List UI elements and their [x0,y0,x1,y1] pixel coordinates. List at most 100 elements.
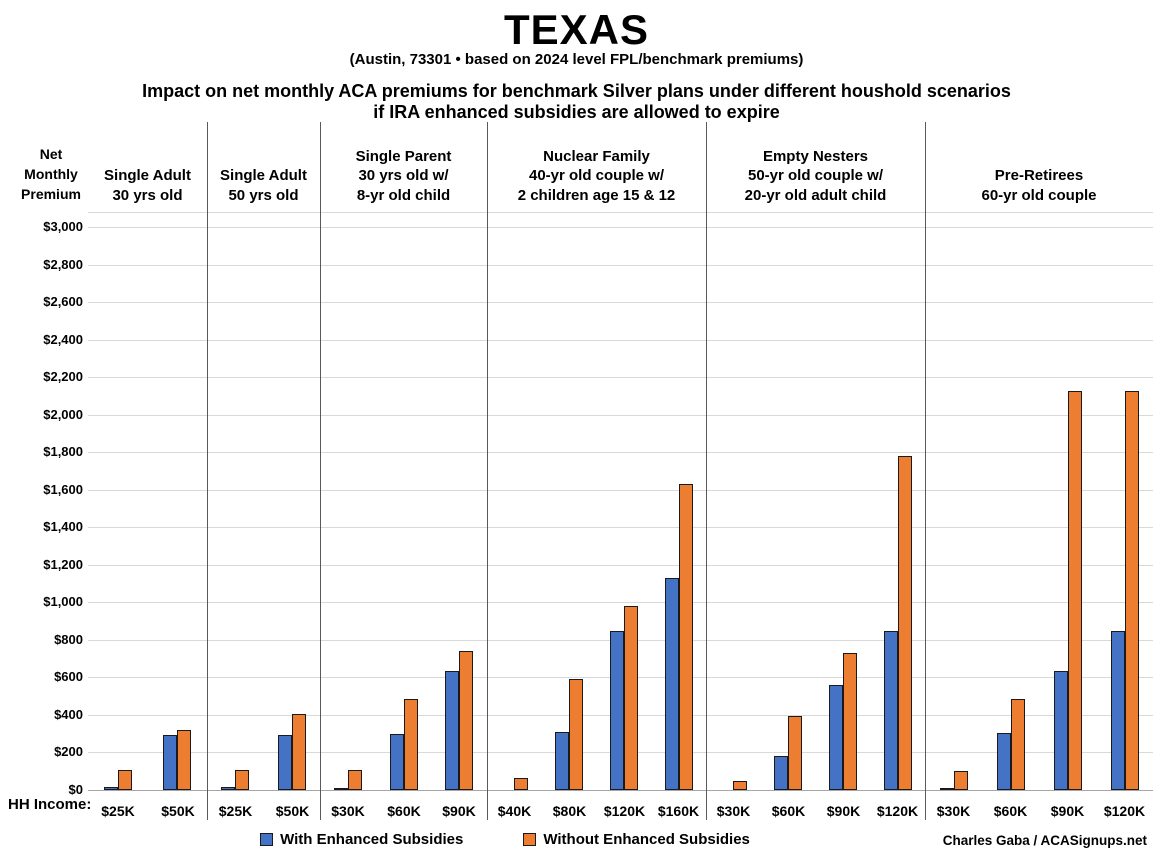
scenario-header-line: 60-yr old couple [981,186,1097,204]
scenario-header: Single Parent 30 yrs old w/8-yr old child [320,128,487,205]
gridline [88,340,1153,341]
page-title: TEXAS [503,6,650,53]
gridline [88,602,1153,603]
scenario-header: Empty Nesters 50-yr old couple w/20-yr ol… [706,128,925,205]
chart-heading: Impact on net monthly ACA premiums for b… [0,81,1153,123]
bar-without-enhanced-subsidies [843,653,857,790]
income-tick-label: $25K [218,803,253,819]
page-subtitle: (Austin, 73301 • based on 2024 level FPL… [349,51,804,68]
gridline [88,452,1153,453]
income-tick-label: $50K [275,803,310,819]
group-separator [487,122,488,820]
bar-with-enhanced-subsidies [774,756,788,790]
bar-with-enhanced-subsidies [445,671,459,790]
income-tick-label: $90K [442,803,476,819]
income-tick-label: $25K [101,803,135,819]
bar-with-enhanced-subsidies [610,631,624,790]
bar-with-enhanced-subsidies [221,787,235,790]
group-separator [925,122,926,820]
y-axis-title-line: Net [39,146,63,162]
bar-without-enhanced-subsidies [404,699,418,790]
scenario-header-line: 30 yrs old w/ [358,167,449,184]
scenario-header-line: 8-yr old child [356,186,451,204]
income-tick-label: $50K [161,803,195,819]
bar-without-enhanced-subsidies [954,771,968,790]
legend-item-without-subsidies: Without Enhanced Subsidies [523,831,750,848]
bar-with-enhanced-subsidies [390,734,404,790]
income-tick-label: $90K [1050,803,1085,819]
x-axis-title: HH Income: [8,796,92,813]
income-tick-label: $30K [716,803,751,819]
bar-with-enhanced-subsidies [829,685,843,790]
gridline [88,790,1153,791]
income-tick-label: $160K [657,803,700,819]
legend-label-without: Without Enhanced Subsidies [543,831,750,848]
y-tick-label: $1,200 [43,557,83,572]
scenario-header: Single Adult 30 yrs old [88,128,207,205]
y-tick-label: $1,400 [43,519,83,534]
bar-with-enhanced-subsidies [940,788,954,790]
scenario-header: Single Adult 50 yrs old [207,128,320,205]
bar-without-enhanced-subsidies [624,606,638,790]
plot-top-border [88,212,1153,213]
bar-without-enhanced-subsidies [1125,391,1139,790]
gridline [88,227,1153,228]
y-tick-label: $3,000 [43,219,83,234]
income-tick-label: $80K [552,803,587,819]
y-axis-title-line: Monthly [24,166,78,182]
group-separator [207,122,208,820]
legend-label-with: With Enhanced Subsidies [280,831,464,848]
scenario-header-line: Pre-Retirees [994,167,1084,184]
bar-with-enhanced-subsidies [997,733,1011,790]
legend-swatch-blue-icon [260,833,274,846]
bar-with-enhanced-subsidies [163,735,177,790]
chart-heading-line1: Impact on net monthly ACA premiums for b… [142,81,1011,101]
gridline [88,265,1153,266]
bar-without-enhanced-subsidies [1011,699,1025,790]
y-tick-label: $1,800 [43,444,83,459]
y-tick-label: $800 [54,632,83,647]
y-tick-label: $2,600 [43,294,83,309]
gridline [88,302,1153,303]
bar-without-enhanced-subsidies [118,770,132,790]
bar-with-enhanced-subsidies [334,788,348,790]
y-tick-label: $400 [54,707,83,722]
income-tick-label: $120K [876,803,919,819]
bar-without-enhanced-subsidies [235,770,249,790]
gridline [88,415,1153,416]
y-tick-label: $1,600 [43,482,83,497]
scenario-header-line: Single Adult [220,167,307,184]
y-tick-label: $200 [54,744,83,759]
bar-without-enhanced-subsidies [1068,391,1082,790]
scenario-header: Nuclear Family 40-yr old couple w/2 child… [487,128,706,205]
group-separator [706,122,707,820]
bar-without-enhanced-subsidies [898,456,912,790]
y-tick-label: $1,000 [43,594,83,609]
y-tick-label: $2,800 [43,257,83,272]
bar-without-enhanced-subsidies [569,679,583,790]
scenario-header-line: 20-yr old adult child [744,186,887,204]
income-tick-label: $60K [993,803,1028,819]
y-tick-label: $2,200 [43,369,83,384]
scenario-header-line: 50-yr old couple w/ [747,167,884,184]
bar-with-enhanced-subsidies [278,735,292,790]
scenario-header-line: Empty Nesters [762,147,869,165]
y-tick-label: $0 [68,782,83,797]
bar-without-enhanced-subsidies [348,770,362,790]
income-tick-label: $60K [771,803,806,819]
bar-with-enhanced-subsidies [555,732,569,790]
scenario-header-line: 2 children age 15 & 12 [517,186,676,204]
bar-with-enhanced-subsidies [665,578,679,790]
bar-without-enhanced-subsidies [788,716,802,790]
bar-without-enhanced-subsidies [733,781,747,790]
bar-without-enhanced-subsidies [679,484,693,790]
gridline [88,527,1153,528]
income-tick-label: $120K [1103,803,1146,819]
income-tick-label: $60K [387,803,421,819]
legend: With Enhanced Subsidies Without Enhanced… [0,831,1010,848]
y-axis-title: Net Monthly Premium [10,144,92,204]
scenario-header-line: Nuclear Family [543,147,650,165]
scenario-header-line: Single Adult [104,167,191,184]
